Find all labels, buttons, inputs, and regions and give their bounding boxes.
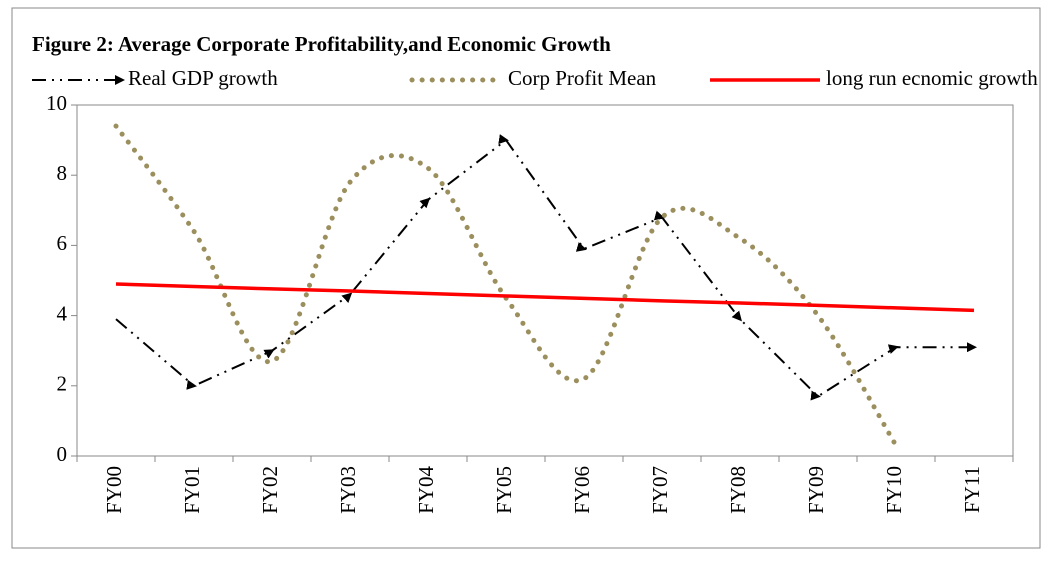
legend-label: Corp Profit Mean [508, 66, 657, 90]
x-tick-label: FY09 [804, 466, 828, 514]
chart-title: Figure 2: Average Corporate Profitabilit… [32, 32, 611, 56]
x-tick-label: FY11 [960, 466, 984, 513]
y-tick-label: 2 [57, 372, 68, 396]
x-tick-label: FY06 [570, 466, 594, 514]
series-line [113, 123, 899, 448]
y-tick-label: 8 [57, 161, 68, 185]
x-tick-label: FY04 [414, 466, 438, 514]
x-tick-label: FY01 [180, 466, 204, 514]
x-tick-label: FY00 [102, 466, 126, 514]
y-tick-label: 4 [57, 301, 68, 325]
x-tick-label: FY03 [336, 466, 360, 514]
x-tick-label: FY08 [726, 466, 750, 514]
x-tick-label: FY02 [258, 466, 282, 514]
y-tick-label: 10 [46, 91, 67, 115]
y-tick-label: 6 [57, 231, 68, 255]
legend-label: Real GDP growth [128, 66, 278, 90]
x-tick-label: FY05 [492, 466, 516, 514]
x-tick-label: FY07 [648, 466, 672, 514]
series-line [115, 282, 975, 313]
legend-label: long run ecnomic growth [826, 66, 1038, 90]
x-tick-label: FY10 [882, 466, 906, 514]
y-tick-label: 0 [57, 442, 68, 466]
